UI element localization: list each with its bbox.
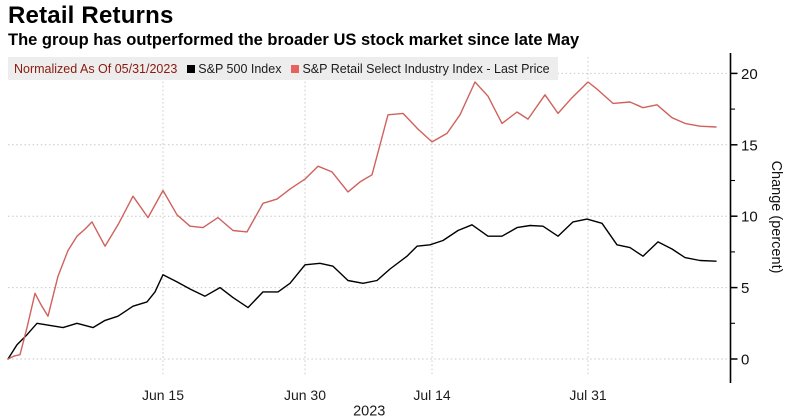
y-axis-title: Change (percent)	[768, 161, 784, 274]
legend-item-sp500: S&P 500 Index	[187, 62, 281, 76]
x-tick-label: Jul 14	[413, 387, 451, 403]
x-tick-label: Jun 30	[284, 387, 326, 403]
series-line-retail	[7, 81, 717, 360]
y-tick-label: 0	[741, 352, 749, 369]
legend-item-retail: S&P Retail Select Industry Index - Last …	[291, 61, 550, 76]
series-line-sp500	[7, 218, 717, 360]
legend: Normalized As Of 05/31/2023 S&P 500 Inde…	[8, 57, 558, 80]
x-tick-label: Jul 31	[569, 387, 607, 403]
sp500-swatch-icon	[187, 64, 196, 73]
retail-swatch-icon	[291, 64, 300, 73]
x-tick-label: Jun 15	[142, 387, 184, 403]
chart-subtitle: The group has outperformed the broader U…	[8, 31, 580, 49]
y-tick-label: 10	[741, 209, 758, 226]
y-tick-label: 5	[741, 280, 749, 297]
legend-item-label: S&P Retail Select Industry Index - Last …	[302, 61, 550, 76]
y-tick-label: 15	[741, 137, 758, 154]
chart-title: Retail Returns	[8, 2, 174, 29]
legend-item-label: S&P 500 Index	[198, 61, 282, 76]
legend-normalized-label: Normalized As Of 05/31/2023	[14, 61, 178, 76]
y-tick-label: 20	[741, 66, 758, 83]
x-axis-year-label: 2023	[353, 404, 385, 420]
